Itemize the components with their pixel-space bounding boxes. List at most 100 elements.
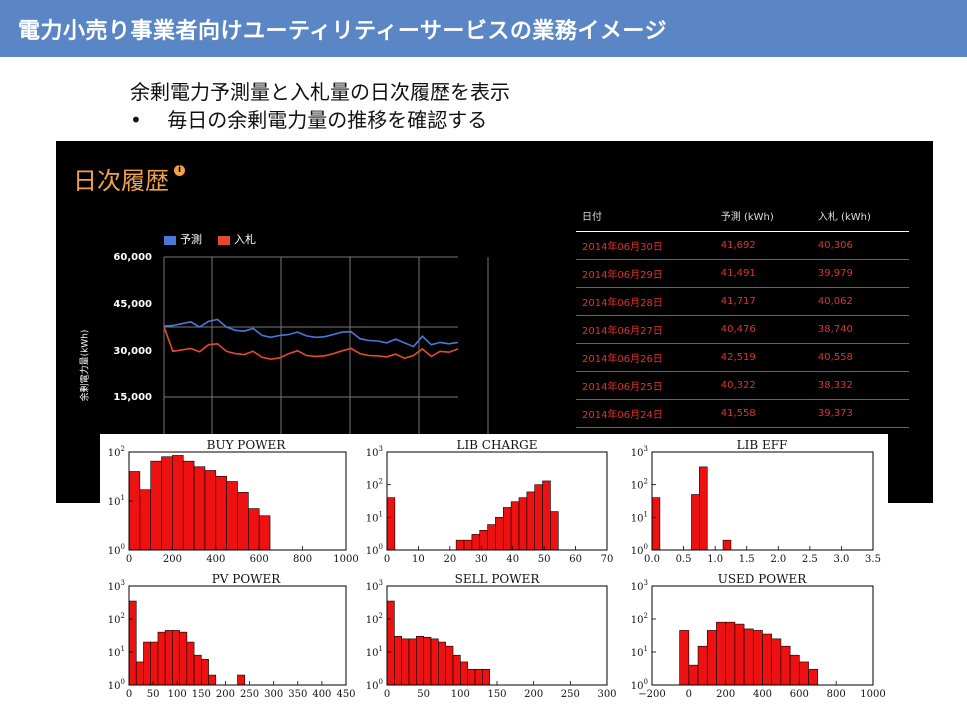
histogram-bar bbox=[789, 654, 800, 686]
histogram-bar bbox=[467, 668, 476, 686]
y-tick-exponent: 1 bbox=[121, 494, 125, 502]
cell-bid: 40,558 bbox=[811, 343, 909, 372]
histogram-bar bbox=[679, 630, 690, 686]
x-tick-label: 2.0 bbox=[770, 554, 786, 565]
histogram-bar bbox=[423, 636, 432, 686]
histogram-bar bbox=[691, 494, 700, 551]
y-tick-label: 100 bbox=[366, 543, 383, 557]
table-row[interactable]: 2014年06月26日 42,519 40,558 bbox=[576, 343, 909, 372]
histogram-bar bbox=[510, 501, 520, 551]
cell-bid: 39,979 bbox=[811, 259, 909, 288]
y-tick-label: 101 bbox=[366, 645, 383, 659]
cell-bid: 40,306 bbox=[811, 231, 909, 260]
histogram-frame bbox=[651, 451, 874, 551]
histogram-bar bbox=[495, 517, 504, 551]
page-title: 電力小売り事業者向けユーティリティーサービスの業務イメージ bbox=[18, 18, 667, 44]
histogram-bar bbox=[172, 630, 180, 686]
x-tick-label: 400 bbox=[753, 689, 772, 700]
col-header-forecast[interactable]: 予測 (kWh) bbox=[714, 204, 812, 232]
y-tick-exponent: 3 bbox=[121, 579, 125, 587]
y-tick-exponent: 0 bbox=[644, 678, 648, 686]
y-tick-exponent: 2 bbox=[379, 612, 383, 620]
histogram-bar bbox=[706, 630, 717, 686]
line-legend: 予測 入札 bbox=[164, 231, 256, 247]
histogram-title: BUY POWER bbox=[207, 438, 287, 452]
histogram-bar bbox=[139, 489, 151, 551]
x-tick-label: 70 bbox=[601, 554, 614, 565]
histogram-bar bbox=[808, 668, 819, 686]
histogram-bar bbox=[716, 621, 726, 686]
histogram-bar bbox=[550, 511, 559, 551]
x-tick-label: 0 bbox=[126, 554, 132, 565]
y-tick-label: 45,000 bbox=[113, 299, 152, 310]
histogram-bar bbox=[463, 539, 473, 551]
x-tick-label: 0 bbox=[686, 689, 692, 700]
histogram-bar bbox=[699, 466, 708, 551]
series-line-forecast bbox=[163, 318, 459, 348]
y-tick-exponent: 2 bbox=[121, 612, 125, 620]
y-axis-label: 余剰電力量(kWh) bbox=[80, 329, 91, 402]
intro-bullet-line: • 毎日の余剰電力量の推移を確認する bbox=[130, 106, 510, 134]
y-tick-exponent: 0 bbox=[379, 678, 383, 686]
x-tick-label: 50 bbox=[538, 554, 551, 565]
histogram-bar bbox=[237, 492, 249, 551]
legend-label-forecast: 予測 bbox=[180, 233, 202, 246]
histogram-bar bbox=[460, 661, 468, 686]
col-header-date[interactable]: 日付 bbox=[576, 204, 715, 232]
histogram-bar bbox=[482, 668, 490, 686]
y-tick-label: 101 bbox=[108, 645, 125, 659]
bullet-marker: • bbox=[130, 108, 142, 132]
y-tick-label: 15,000 bbox=[113, 392, 152, 403]
histogram-title: SELL POWER bbox=[455, 572, 541, 586]
cell-forecast: 40,322 bbox=[714, 371, 812, 400]
x-tick-label: 300 bbox=[264, 689, 283, 700]
table-row[interactable]: 2014年06月25日 40,322 38,332 bbox=[576, 371, 909, 400]
y-tick-label: 103 bbox=[631, 579, 648, 593]
cell-bid: 38,332 bbox=[811, 371, 909, 400]
x-tick-label: 400 bbox=[312, 689, 331, 700]
y-tick-label: 101 bbox=[631, 645, 648, 659]
cell-forecast: 41,491 bbox=[714, 259, 812, 288]
histogram-bar bbox=[487, 524, 496, 551]
y-tick-exponent: 1 bbox=[644, 510, 648, 518]
histogram-bar bbox=[526, 491, 536, 551]
table-row[interactable]: 2014年06月28日 41,717 40,062 bbox=[576, 287, 909, 316]
histogram-used-power: USED POWER−200 0 200 400 600 800 1000100101102… bbox=[631, 572, 886, 700]
y-tick-label: 100 bbox=[366, 678, 383, 692]
histogram-bar bbox=[688, 664, 699, 686]
histogram-bar bbox=[128, 600, 137, 686]
histogram-bar bbox=[182, 460, 195, 551]
histogram-bar bbox=[201, 659, 209, 686]
info-icon[interactable]: i bbox=[174, 165, 185, 176]
table-row[interactable]: 2014年06月30日 41,692 40,306 bbox=[576, 231, 909, 260]
legend-item-bid[interactable]: 入札 bbox=[218, 231, 256, 247]
x-tick-label: 300 bbox=[597, 689, 616, 700]
x-tick-label: 60 bbox=[569, 554, 582, 565]
x-tick-label: 100 bbox=[168, 689, 187, 700]
legend-swatch-bid bbox=[218, 235, 230, 245]
intro-line-2: 毎日の余剰電力量の推移を確認する bbox=[167, 108, 488, 132]
histogram-bar bbox=[780, 645, 791, 686]
y-tick-label: 102 bbox=[366, 478, 383, 492]
table-row[interactable]: 2014年06月27日 40,476 38,740 bbox=[576, 315, 909, 344]
histogram-bar bbox=[208, 674, 217, 686]
histogram-bar bbox=[771, 638, 782, 686]
legend-item-forecast[interactable]: 予測 bbox=[164, 231, 202, 247]
cell-forecast: 41,717 bbox=[714, 287, 812, 316]
histogram-bar bbox=[534, 484, 543, 551]
table-row[interactable]: 2014年06月29日 41,491 39,979 bbox=[576, 259, 909, 288]
y-tick-label: 102 bbox=[108, 612, 125, 626]
y-tick-label: 103 bbox=[366, 579, 383, 593]
x-tick-label: 0.0 bbox=[644, 554, 660, 565]
table-row[interactable]: 2014年06月24日 41,558 39,373 bbox=[576, 399, 909, 428]
y-tick-label: 60,000 bbox=[113, 252, 152, 263]
title-bar: 電力小売り事業者向けユーティリティーサービスの業務イメージ bbox=[0, 0, 967, 57]
histogram-bar bbox=[386, 600, 395, 686]
x-tick-label: 40 bbox=[506, 554, 519, 565]
histogram-bar bbox=[135, 661, 144, 686]
x-tick-label: 600 bbox=[250, 554, 269, 565]
col-header-bid[interactable]: 入札 (kWh) bbox=[811, 204, 909, 232]
x-tick-label: 0 bbox=[126, 689, 132, 700]
y-tick-exponent: 0 bbox=[121, 678, 125, 686]
